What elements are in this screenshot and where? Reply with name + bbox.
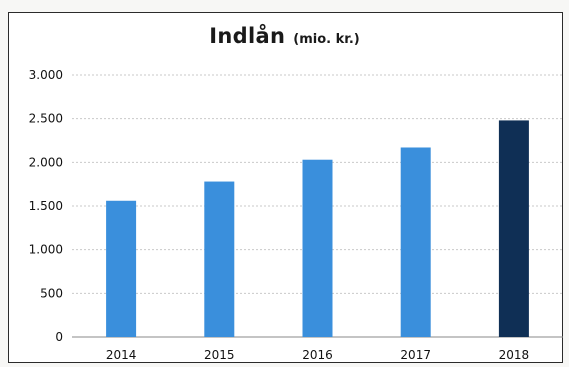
bar: [302, 159, 333, 337]
y-tick-labels: 0 500 1.000 1.500 2.000 2.500 3.000: [29, 68, 63, 344]
chart-title: Indlån (mio. kr.): [0, 24, 569, 48]
y-tick-label: 1.000: [29, 243, 63, 257]
bar: [106, 200, 137, 337]
x-tick-label: 2015: [204, 348, 235, 362]
chart-frame: [8, 12, 563, 363]
x-tick-label: 2014: [106, 348, 137, 362]
x-tick-labels: 2014 2015 2016 2017 2018: [106, 348, 529, 362]
x-tick-label: 2017: [400, 348, 431, 362]
bar: [204, 181, 235, 337]
bars: [106, 120, 529, 337]
y-tick-label: 500: [40, 286, 63, 300]
bar: [498, 120, 529, 337]
y-tick-label: 1.500: [29, 199, 63, 213]
chart-title-unit: (mio. kr.): [293, 32, 360, 47]
x-tick-label: 2018: [499, 348, 530, 362]
y-tick-label: 3.000: [29, 68, 63, 82]
chart-title-main: Indlån: [209, 24, 286, 48]
y-tick-label: 0: [55, 330, 63, 344]
x-tick-label: 2016: [302, 348, 333, 362]
y-tick-label: 2.500: [29, 112, 63, 126]
bar: [400, 147, 431, 337]
y-tick-label: 2.000: [29, 155, 63, 169]
